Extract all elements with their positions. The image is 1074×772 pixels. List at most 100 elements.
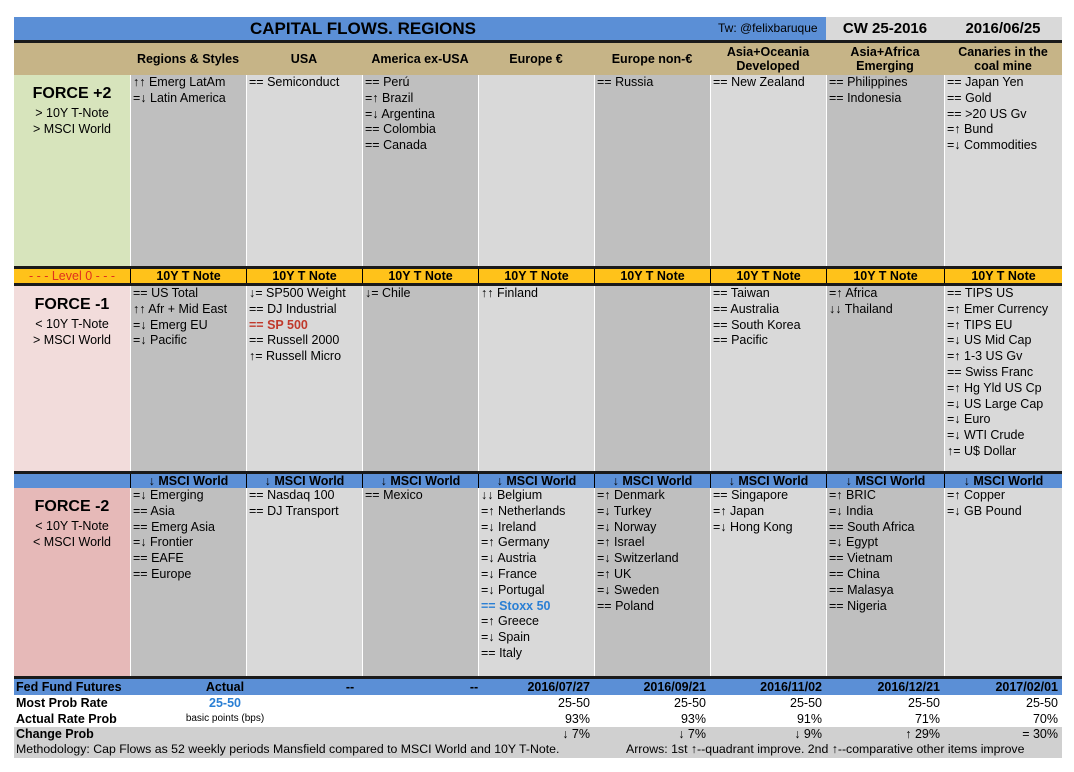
list-item: =↓ Austria	[481, 551, 537, 566]
force-plus2-column-2: == Semiconduct	[246, 75, 362, 266]
force-minus2-panel: FORCE -2 < 10Y T-Note < MSCI World	[14, 488, 130, 676]
list-item: == Emerg Asia	[133, 519, 215, 534]
report-date: 2016/06/25	[944, 17, 1062, 40]
force-minus2-column-8: =↑ Copper =↓ GB Pound	[944, 488, 1062, 676]
list-item: == Asia	[133, 503, 175, 518]
column-header-usa: USA	[246, 43, 362, 75]
fed-rates-cell: 25-50	[908, 696, 940, 710]
fed-rates-cell: 25-50	[1026, 696, 1058, 710]
list-item: == Colombia	[365, 122, 436, 137]
actual-rate: 25-50	[209, 696, 241, 710]
fed-probs-cell: 71%	[914, 712, 940, 726]
list-item: == Taiwan	[713, 286, 770, 300]
fed-rates-cell: 25-50	[790, 696, 822, 710]
list-item: =↑ Hg Yld US Cp	[947, 380, 1042, 395]
list-item: =↓ Spain	[481, 630, 530, 645]
list-item: == Canada	[365, 138, 427, 153]
list-item: == US Total	[133, 286, 199, 300]
list-item: =↑ Africa	[829, 286, 878, 300]
force-minus1-column-6: == Taiwan == Australia == South Korea == Pa…	[710, 286, 826, 471]
msci-bar-label: ↓ MSCI World	[944, 474, 1062, 488]
list-item: =↑ BRIC	[829, 488, 876, 502]
level0-bar-label: 10Y T Note	[826, 269, 944, 283]
column-header-europe-non: Europe non-€	[594, 43, 710, 75]
change-prob-row: Change Prob ↓ 7% ↓ 7% ↓ 9% ↑ 29% = 30%	[14, 727, 1062, 741]
column-header-asia-oceania-developed: Asia+Oceania Developed	[710, 43, 826, 75]
fed-dates-cell: 2016/11/02	[760, 680, 822, 694]
methodology-text: Methodology: Cap Flows as 52 weekly peri…	[16, 742, 560, 756]
list-item: =↓ US Mid Cap	[947, 333, 1032, 348]
list-item: == Nasdaq 100	[249, 488, 335, 502]
list-item: ↓= Chile	[365, 286, 411, 300]
list-item: ↑↑ Finland	[481, 286, 538, 300]
fed-probs-cell: 93%	[564, 712, 590, 726]
twitter-handle: Tw: @felixbaruque	[718, 21, 818, 35]
list-item: =↓ Emerging	[133, 488, 204, 502]
fed-probs-cell: 93%	[680, 712, 706, 726]
force-plus2-column-7: == Philippines == Indonesia	[826, 75, 944, 266]
fed-dates-cell: 2016/07/27	[527, 680, 590, 694]
list-item: == Australia	[713, 301, 780, 316]
column-header-america-ex-usa: America ex-USA	[362, 43, 478, 75]
msci-bar-label: ↓ MSCI World	[710, 474, 826, 488]
actual-prob-row: Actual Rate Prob basic points (bps) 93% 9…	[14, 711, 1062, 727]
list-item: =↑ Greece	[481, 614, 540, 629]
list-item: == Russia	[597, 75, 654, 89]
level0-divider-top	[14, 266, 1062, 269]
list-item: == >20 US Gv	[947, 106, 1027, 121]
fed-dates-cell: 2017/02/01	[995, 680, 1058, 694]
corner-cell	[14, 43, 130, 75]
fed-probs-cell: 91%	[796, 712, 822, 726]
force-minus2-column-3: == Mexico	[362, 488, 478, 676]
list-item: == Europe	[133, 566, 192, 581]
fed-dash2: --	[469, 680, 479, 694]
list-item: =↓ GB Pound	[947, 503, 1022, 518]
list-item: == DJ Industrial	[249, 301, 337, 316]
list-item: == New Zealand	[713, 75, 805, 89]
list-item: =↓ WTI Crude	[947, 428, 1025, 443]
fed-chg-cell: ↓ 9%	[794, 727, 822, 741]
fed-rates-cell: 25-50	[674, 696, 706, 710]
force-minus2-column-2: == Nasdaq 100 == DJ Transport	[246, 488, 362, 676]
list-item: =↓ Ireland	[481, 519, 537, 534]
force-minus2-column-4: ↓↓ Belgium =↑ Netherlands =↓ Ireland =↑ Ger…	[478, 488, 594, 676]
force-minus1-column-2: ↓= SP500 Weight == DJ Industrial == SP 500…	[246, 286, 362, 471]
list-item: =↓ Sweden	[597, 582, 660, 597]
list-item: == Vietnam	[829, 551, 893, 566]
calendar-week: CW 25-2016	[826, 17, 944, 40]
force-minus2-column-5: =↑ Denmark =↓ Turkey =↓ Norway =↑ Israel =↓ …	[594, 488, 710, 676]
msci-bar-label: ↓ MSCI World	[594, 474, 710, 488]
force-minus1-column-1: == US Total ↑↑ Afr + Mid East =↓ Emerg EU =…	[130, 286, 246, 471]
list-item: =↑ Brazil	[365, 90, 414, 105]
force-plus2-column-8: == Japan Yen == Gold == >20 US Gv =↑ Bund =↓…	[944, 75, 1062, 266]
fed-dash1: --	[345, 680, 355, 694]
list-item: == South Korea	[713, 317, 801, 332]
list-item: == TIPS US	[947, 286, 1014, 300]
level0-label: - - - Level 0 - - -	[14, 269, 130, 283]
fed-actual-label: Actual	[205, 680, 245, 694]
list-item: =↓ Argentina	[365, 106, 435, 121]
list-item: == Russell 2000	[249, 333, 340, 348]
list-item: == Malasya	[829, 582, 894, 597]
most-prob-label: Most Prob Rate	[16, 696, 108, 710]
list-item: == Mexico	[365, 488, 423, 502]
force-minus1-column-3: ↓= Chile	[362, 286, 478, 471]
msci-bar-label: ↓ MSCI World	[246, 474, 362, 488]
fed-chg-cell: ↑ 29%	[905, 727, 940, 741]
list-item: == Nigeria	[829, 598, 887, 613]
list-item: =↓ Egypt	[829, 535, 878, 550]
msci-bar-label: ↓ MSCI World	[130, 474, 246, 488]
level0-bar-label: 10Y T Note	[710, 269, 826, 283]
force-minus1-title: FORCE -1	[34, 296, 110, 313]
list-item: ↓↓ Thailand	[829, 301, 893, 316]
force-minus1-column-7: =↑ Africa ↓↓ Thailand	[826, 286, 944, 471]
force-plus2-column-6: == New Zealand	[710, 75, 826, 266]
list-item: =↑ TIPS EU	[947, 317, 1013, 332]
force-minus1-line1: < 10Y T-Note	[35, 317, 109, 331]
list-item: ↓= SP500 Weight	[249, 286, 346, 300]
list-item: == Indonesia	[829, 90, 902, 105]
list-item: =↓ Pacific	[133, 333, 187, 348]
list-item: == Singapore	[713, 488, 789, 502]
force-minus1-panel: FORCE -1 < 10Y T-Note > MSCI World	[14, 286, 130, 471]
change-prob-label: Change Prob	[16, 727, 94, 741]
